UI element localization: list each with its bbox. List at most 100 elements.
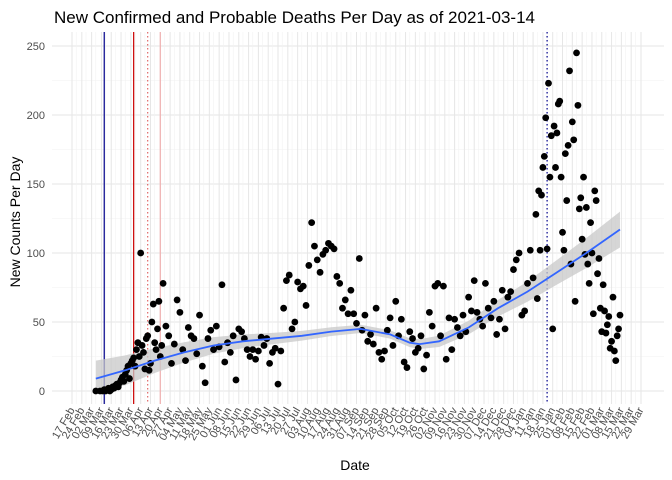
data-point: [616, 311, 624, 319]
data-point: [609, 293, 617, 301]
data-point: [589, 310, 597, 318]
data-point: [526, 246, 534, 254]
data-point: [207, 326, 215, 334]
data-point: [126, 375, 133, 382]
data-point: [226, 348, 234, 356]
data-point: [594, 270, 601, 278]
data-point: [130, 354, 138, 362]
data-point: [538, 191, 545, 199]
data-point: [564, 141, 572, 149]
data-point: [249, 346, 257, 353]
data-point: [582, 204, 590, 211]
data-point: [482, 279, 489, 287]
data-point: [507, 288, 515, 296]
data-point: [425, 308, 433, 316]
data-point: [543, 245, 551, 253]
data-point: [299, 282, 307, 290]
data-point: [133, 346, 140, 353]
y-tick-label: 250: [27, 41, 45, 53]
data-point: [173, 296, 181, 304]
data-point: [316, 268, 324, 276]
data-point: [221, 358, 229, 366]
data-point: [403, 364, 411, 371]
data-point: [392, 297, 400, 305]
data-point: [397, 315, 405, 323]
data-point: [557, 173, 565, 181]
data-point: [459, 311, 467, 319]
data-point: [193, 350, 201, 358]
data-point: [283, 277, 290, 284]
data-point: [533, 295, 541, 302]
data-point: [613, 332, 621, 340]
data-point: [501, 325, 509, 333]
data-point: [504, 293, 512, 301]
data-points: [92, 49, 624, 395]
data-point: [468, 307, 475, 315]
data-point: [473, 308, 481, 316]
data-point: [375, 348, 383, 356]
data-point: [479, 322, 487, 330]
data-point: [389, 342, 397, 349]
data-point: [532, 210, 540, 218]
data-point: [210, 346, 217, 353]
data-point: [608, 337, 615, 345]
data-point: [592, 197, 600, 204]
data-point: [140, 348, 147, 356]
data-point: [152, 346, 160, 353]
data-point: [313, 256, 321, 264]
data-point: [573, 49, 580, 57]
data-point: [347, 286, 355, 294]
data-point: [155, 297, 163, 305]
data-point: [615, 325, 622, 333]
data-point: [246, 353, 254, 360]
data-point: [198, 362, 206, 370]
data-point: [529, 274, 537, 282]
data-point: [470, 277, 478, 284]
data-point: [302, 302, 310, 309]
data-point: [159, 279, 167, 287]
data-point: [428, 322, 436, 330]
data-point: [552, 164, 559, 171]
data-point: [120, 377, 128, 385]
data-point: [465, 293, 473, 301]
data-point: [595, 255, 603, 262]
data-point: [498, 286, 506, 294]
data-point: [285, 271, 293, 279]
data-point: [135, 353, 143, 360]
data-point: [190, 335, 198, 342]
data-point: [212, 322, 220, 330]
data-point: [603, 321, 611, 329]
data-point: [524, 279, 531, 287]
data-point: [574, 101, 582, 109]
data-point: [584, 260, 592, 268]
data-point: [536, 246, 544, 254]
data-point: [601, 307, 608, 315]
data-point: [350, 310, 358, 318]
data-point: [148, 318, 156, 326]
data-point: [266, 360, 274, 367]
data-point: [610, 347, 618, 355]
smooth-line: [95, 228, 621, 380]
data-point: [330, 245, 338, 253]
data-point: [580, 173, 587, 181]
data-point: [599, 281, 607, 289]
data-point: [434, 279, 442, 287]
data-point: [168, 360, 175, 367]
y-axis-label: New Counts Per Day: [7, 157, 23, 288]
data-point: [353, 319, 360, 327]
data-point: [612, 357, 620, 365]
data-point: [420, 365, 428, 373]
data-point: [182, 357, 189, 365]
data-point: [252, 355, 259, 363]
data-point: [423, 351, 430, 359]
data-point: [179, 346, 187, 353]
data-point: [587, 219, 594, 227]
data-point: [521, 307, 529, 315]
data-point: [367, 331, 374, 338]
data-point: [291, 318, 299, 326]
data-point: [339, 304, 346, 312]
data-point: [571, 297, 579, 305]
data-point: [322, 246, 330, 254]
data-point: [417, 332, 425, 340]
data-point: [336, 279, 344, 287]
